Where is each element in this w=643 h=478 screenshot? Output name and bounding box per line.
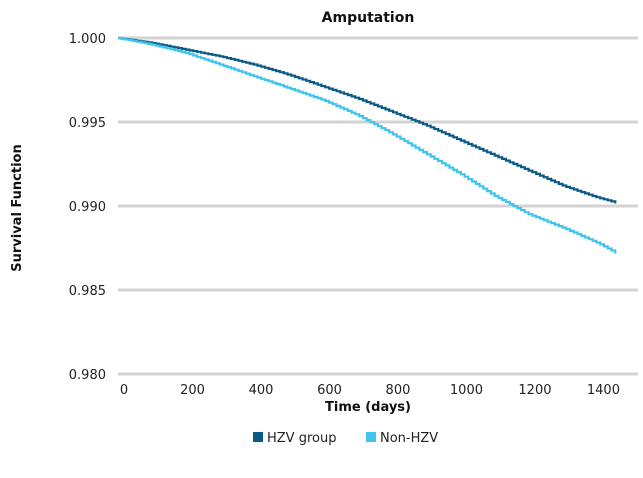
y-tick-label: 1.000 [69, 32, 106, 47]
y-tick-label: 0.980 [69, 368, 106, 383]
series-line [118, 36, 617, 204]
legend: HZV group Non-HZV [253, 431, 438, 446]
x-tick-label: 200 [180, 383, 205, 398]
y-tick-label: 0.990 [69, 200, 106, 215]
x-tick-label: 400 [249, 383, 274, 398]
chart-title: Amputation [322, 10, 415, 26]
x-axis-title: Time (days) [325, 400, 411, 415]
legend-label: HZV group [267, 431, 336, 446]
x-tick-label: 1400 [587, 383, 620, 398]
x-axis-ticks: 0 200 400 600 800 1000 1200 1400 [120, 383, 620, 398]
x-tick-label: 1000 [450, 383, 483, 398]
legend-swatch [253, 432, 263, 442]
y-tick-label: 0.995 [69, 116, 106, 131]
legend-swatch [366, 432, 376, 442]
y-axis-ticks: 0.980 0.985 0.990 0.995 1.000 [69, 32, 106, 383]
gridlines [118, 36, 638, 376]
x-tick-label: 0 [120, 383, 128, 398]
x-tick-label: 800 [386, 383, 411, 398]
series-line [118, 36, 617, 254]
legend-label: Non-HZV [380, 431, 438, 446]
x-tick-label: 1200 [518, 383, 551, 398]
series-lines [118, 36, 617, 254]
x-tick-label: 600 [317, 383, 342, 398]
y-axis-title: Survival Function [10, 144, 25, 272]
y-tick-label: 0.985 [69, 284, 106, 299]
